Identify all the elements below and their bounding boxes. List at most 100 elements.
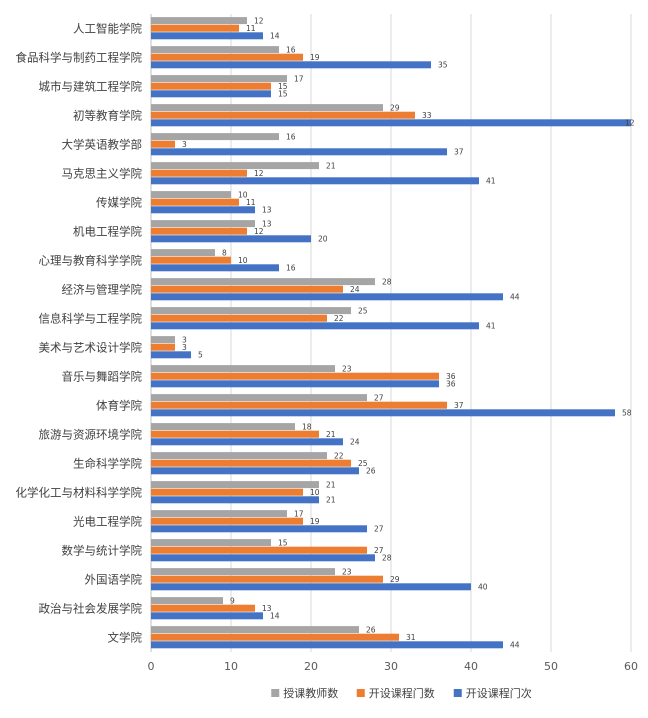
bar <box>151 467 359 475</box>
bar <box>151 206 255 214</box>
category-label: 化学化工与材料科学学院 <box>16 486 143 500</box>
bar <box>151 604 255 612</box>
bar <box>151 481 319 489</box>
x-tick-label: 50 <box>544 660 558 673</box>
legend-swatch <box>356 689 365 697</box>
category-label: 人工智能学院 <box>73 22 142 36</box>
data-label: 41 <box>486 322 496 331</box>
bar <box>151 568 335 576</box>
x-tick-label: 40 <box>464 660 478 673</box>
category-label: 文学院 <box>108 631 143 645</box>
data-label: 36 <box>446 380 456 389</box>
legend-label: 开设课程门次 <box>466 686 532 700</box>
bar <box>151 293 503 301</box>
bar <box>151 17 247 25</box>
data-label: 12 <box>625 119 635 128</box>
bar <box>151 24 239 32</box>
bar <box>151 104 383 112</box>
data-labels: 1211141619351715152933121633721124110111… <box>182 17 635 650</box>
data-label: 26 <box>366 626 376 635</box>
x-tick-label: 60 <box>624 660 638 673</box>
x-tick-label: 20 <box>304 660 318 673</box>
data-label: 19 <box>310 53 320 62</box>
data-label: 25 <box>358 307 368 316</box>
bar <box>151 525 367 533</box>
bar <box>151 90 271 98</box>
data-label: 11 <box>246 198 256 207</box>
bar <box>151 539 271 547</box>
data-label: 8 <box>222 249 227 258</box>
bar <box>151 220 255 228</box>
bar <box>151 235 311 243</box>
data-label: 11 <box>246 24 256 33</box>
data-label: 21 <box>326 481 336 490</box>
bar <box>151 285 343 293</box>
category-axis-labels: 人工智能学院食品科学与制药工程学院城市与建筑工程学院初等教育学院大学英语教学部马… <box>16 22 143 645</box>
data-label: 33 <box>422 111 432 120</box>
bar <box>151 372 439 380</box>
data-label: 28 <box>382 554 392 563</box>
data-label: 26 <box>366 467 376 476</box>
data-label: 27 <box>374 525 384 534</box>
data-label: 17 <box>294 75 304 84</box>
category-label: 传媒学院 <box>96 196 142 210</box>
bar <box>151 162 319 170</box>
bar <box>151 133 279 141</box>
bar <box>151 394 367 402</box>
category-label: 大学英语教学部 <box>62 138 143 152</box>
bar <box>151 575 383 583</box>
bar <box>151 198 239 206</box>
bar <box>151 583 471 591</box>
bar <box>151 452 327 460</box>
bar <box>151 148 447 156</box>
bar <box>151 227 247 235</box>
data-label: 12 <box>254 17 264 26</box>
bar <box>151 423 295 431</box>
data-label: 15 <box>278 82 288 91</box>
bar <box>151 488 303 496</box>
data-label: 10 <box>238 191 248 200</box>
bar <box>151 46 279 54</box>
data-label: 14 <box>270 32 280 41</box>
data-label: 44 <box>510 641 520 650</box>
bar <box>151 336 175 344</box>
data-label: 18 <box>302 423 312 432</box>
category-label: 体育学院 <box>96 399 142 413</box>
bar <box>151 322 479 330</box>
data-label: 28 <box>382 278 392 287</box>
category-label: 数学与统计学院 <box>62 544 143 558</box>
data-label: 25 <box>358 459 368 468</box>
data-label: 9 <box>230 597 235 606</box>
bar <box>151 365 335 373</box>
bar <box>151 459 351 467</box>
bar <box>151 278 375 286</box>
bar <box>151 61 431 69</box>
data-label: 22 <box>334 452 344 461</box>
data-label: 15 <box>278 90 288 99</box>
data-label: 58 <box>622 409 632 418</box>
category-label: 经济与管理学院 <box>62 283 143 297</box>
bar <box>151 249 215 257</box>
bar <box>151 430 319 438</box>
data-label: 16 <box>286 46 296 55</box>
data-label: 16 <box>286 264 296 273</box>
bar <box>151 612 263 620</box>
category-label: 初等教育学院 <box>73 109 142 123</box>
category-label: 光电工程学院 <box>73 515 142 529</box>
bar <box>151 438 343 446</box>
bar <box>151 140 175 148</box>
data-label: 13 <box>262 220 272 229</box>
bar <box>151 343 175 351</box>
bar <box>151 517 303 525</box>
data-label: 12 <box>254 227 264 236</box>
category-label: 心理与教育科学学院 <box>39 254 143 268</box>
data-label: 37 <box>454 148 464 157</box>
value-axis-labels: 0 10 20 30 40 50 60 <box>148 660 639 673</box>
data-label: 16 <box>286 133 296 142</box>
legend-swatch <box>453 689 462 697</box>
legend-label: 授课教师数 <box>283 686 338 700</box>
data-label: 24 <box>350 438 360 447</box>
data-label: 12 <box>254 169 264 178</box>
data-label: 29 <box>390 104 400 113</box>
data-label: 10 <box>238 256 248 265</box>
